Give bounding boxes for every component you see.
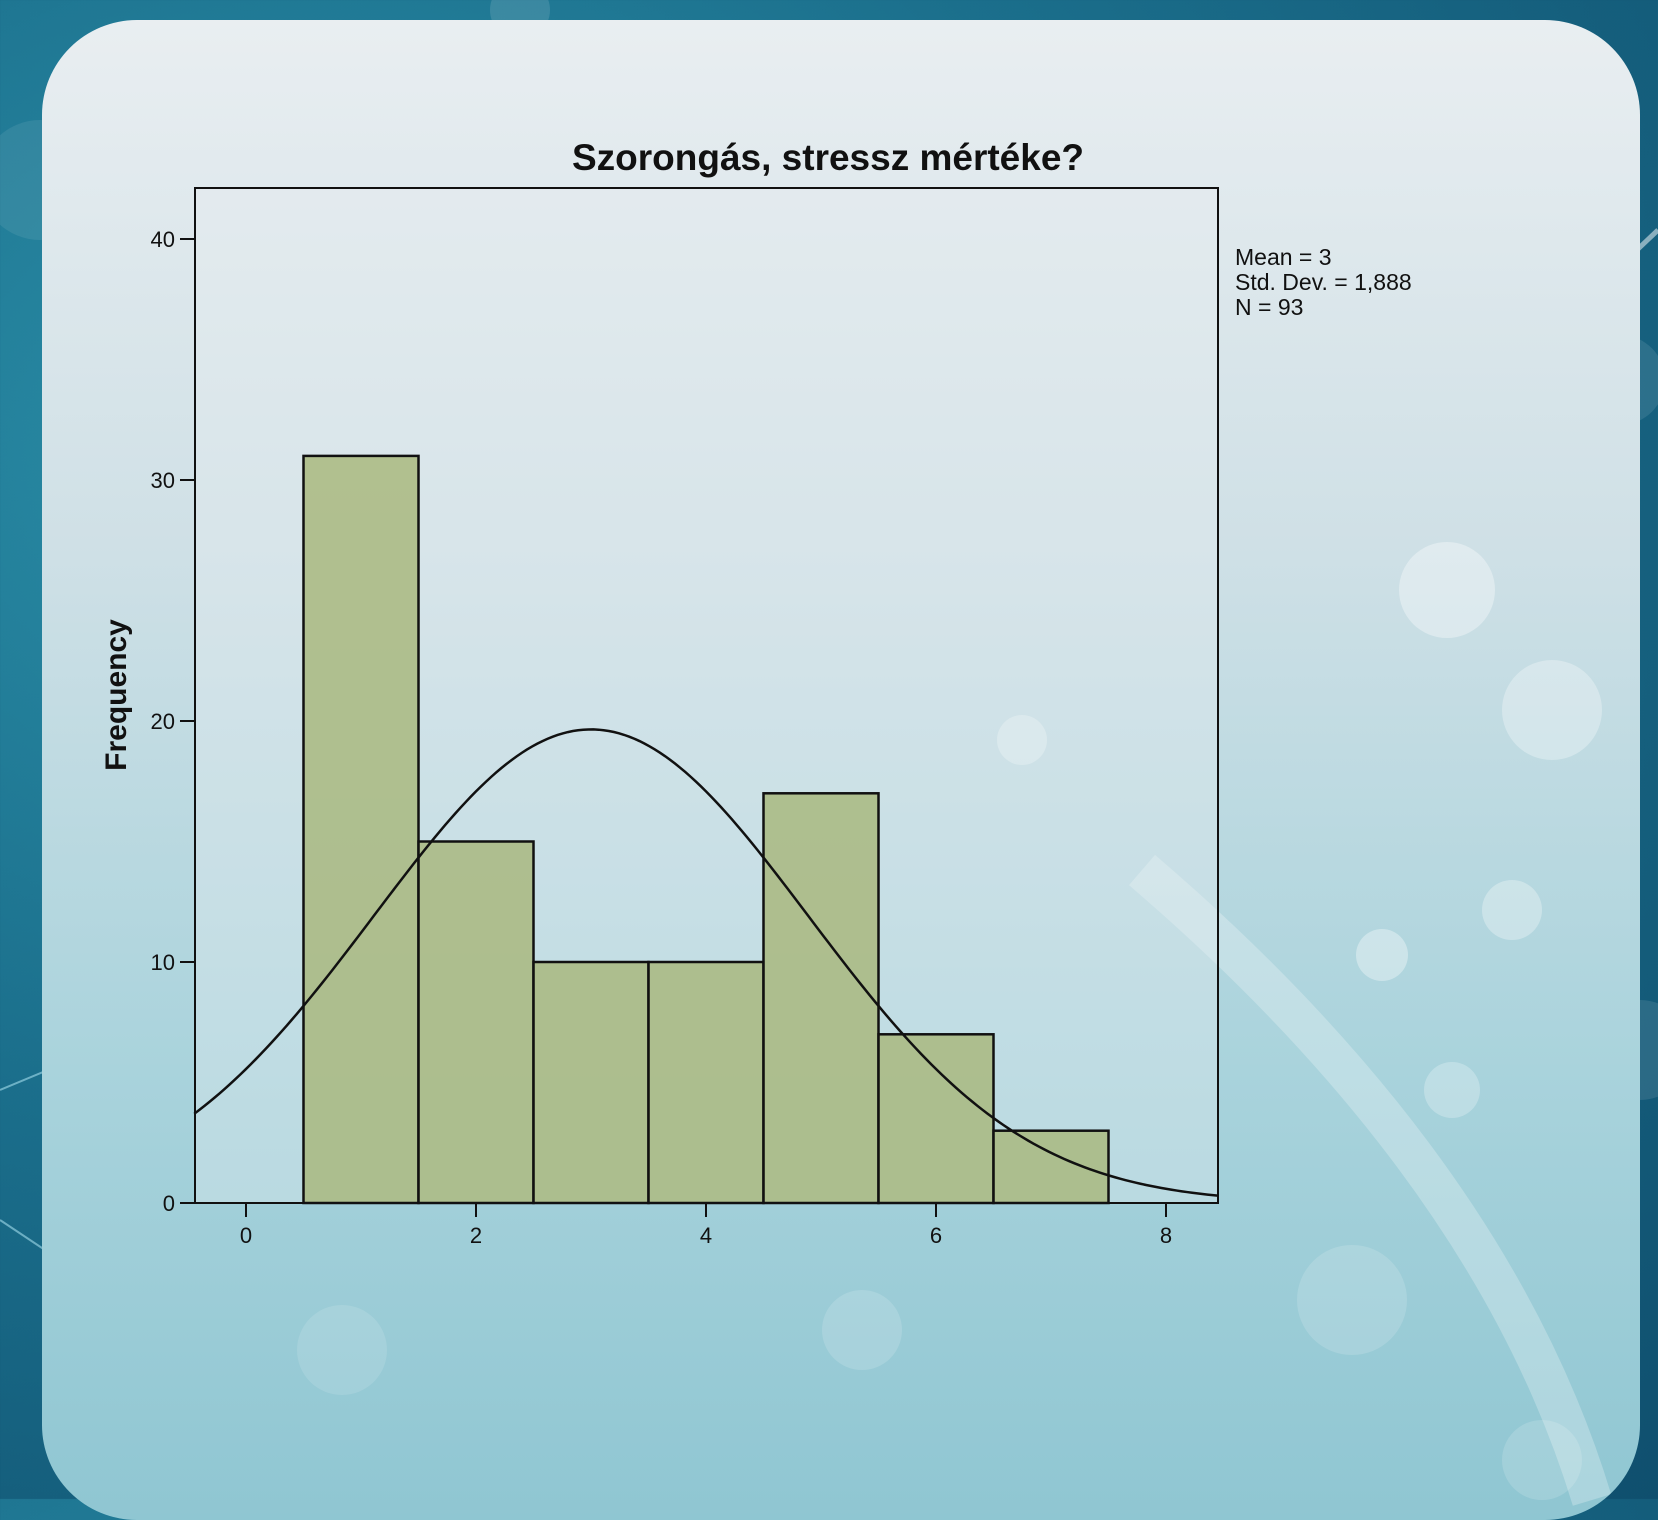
histogram-bar-3 [532,960,650,1205]
y-tick-label: 10 [151,950,175,975]
histogram-bar-1 [302,454,420,1205]
bokeh-circle [822,1290,902,1370]
stats-n: N = 93 [1235,294,1303,320]
bokeh-circle [1297,1245,1407,1355]
card-decoration [297,542,1612,1506]
light-arc [1128,854,1612,1506]
stats-legend: Mean = 3 Std. Dev. = 1,888 N = 93 [1235,244,1412,320]
bokeh-circle [1502,660,1602,760]
axes-group: 0 10 20 30 40 0 2 4 6 8 [151,227,1173,1248]
x-tick-label: 0 [240,1223,252,1248]
y-tick-label: 30 [151,468,175,493]
y-tick-label: 20 [151,709,175,734]
y-axis-label: Frequency [100,619,133,771]
stats-mean: Mean = 3 [1235,244,1332,270]
bokeh-circle [997,715,1047,765]
stats-std-dev: Std. Dev. = 1,888 [1235,269,1412,295]
chart-title: Szorongás, stressz mértéke? [572,137,1084,178]
y-tick-label: 0 [163,1191,175,1216]
bokeh-circle [1399,542,1495,638]
histogram-bar-6 [877,1033,995,1205]
bokeh-circle [1502,1420,1582,1500]
x-tick-label: 8 [1160,1223,1172,1248]
x-tick-label: 6 [930,1223,942,1248]
histogram-bar-2 [417,840,535,1205]
normal-curve-line [193,728,1218,1197]
x-tick-label: 2 [470,1223,482,1248]
y-tick-label: 40 [151,227,175,252]
bokeh-circle [1356,929,1408,981]
bokeh-circle [1482,880,1542,940]
histogram-bar-7 [992,1129,1110,1205]
x-tick-label: 4 [700,1223,712,1248]
histogram-bar-4 [647,960,765,1205]
bokeh-circle [297,1305,387,1395]
bar-group [302,454,1110,1205]
histogram-bar-5 [762,792,880,1205]
bokeh-circle [1424,1062,1480,1118]
